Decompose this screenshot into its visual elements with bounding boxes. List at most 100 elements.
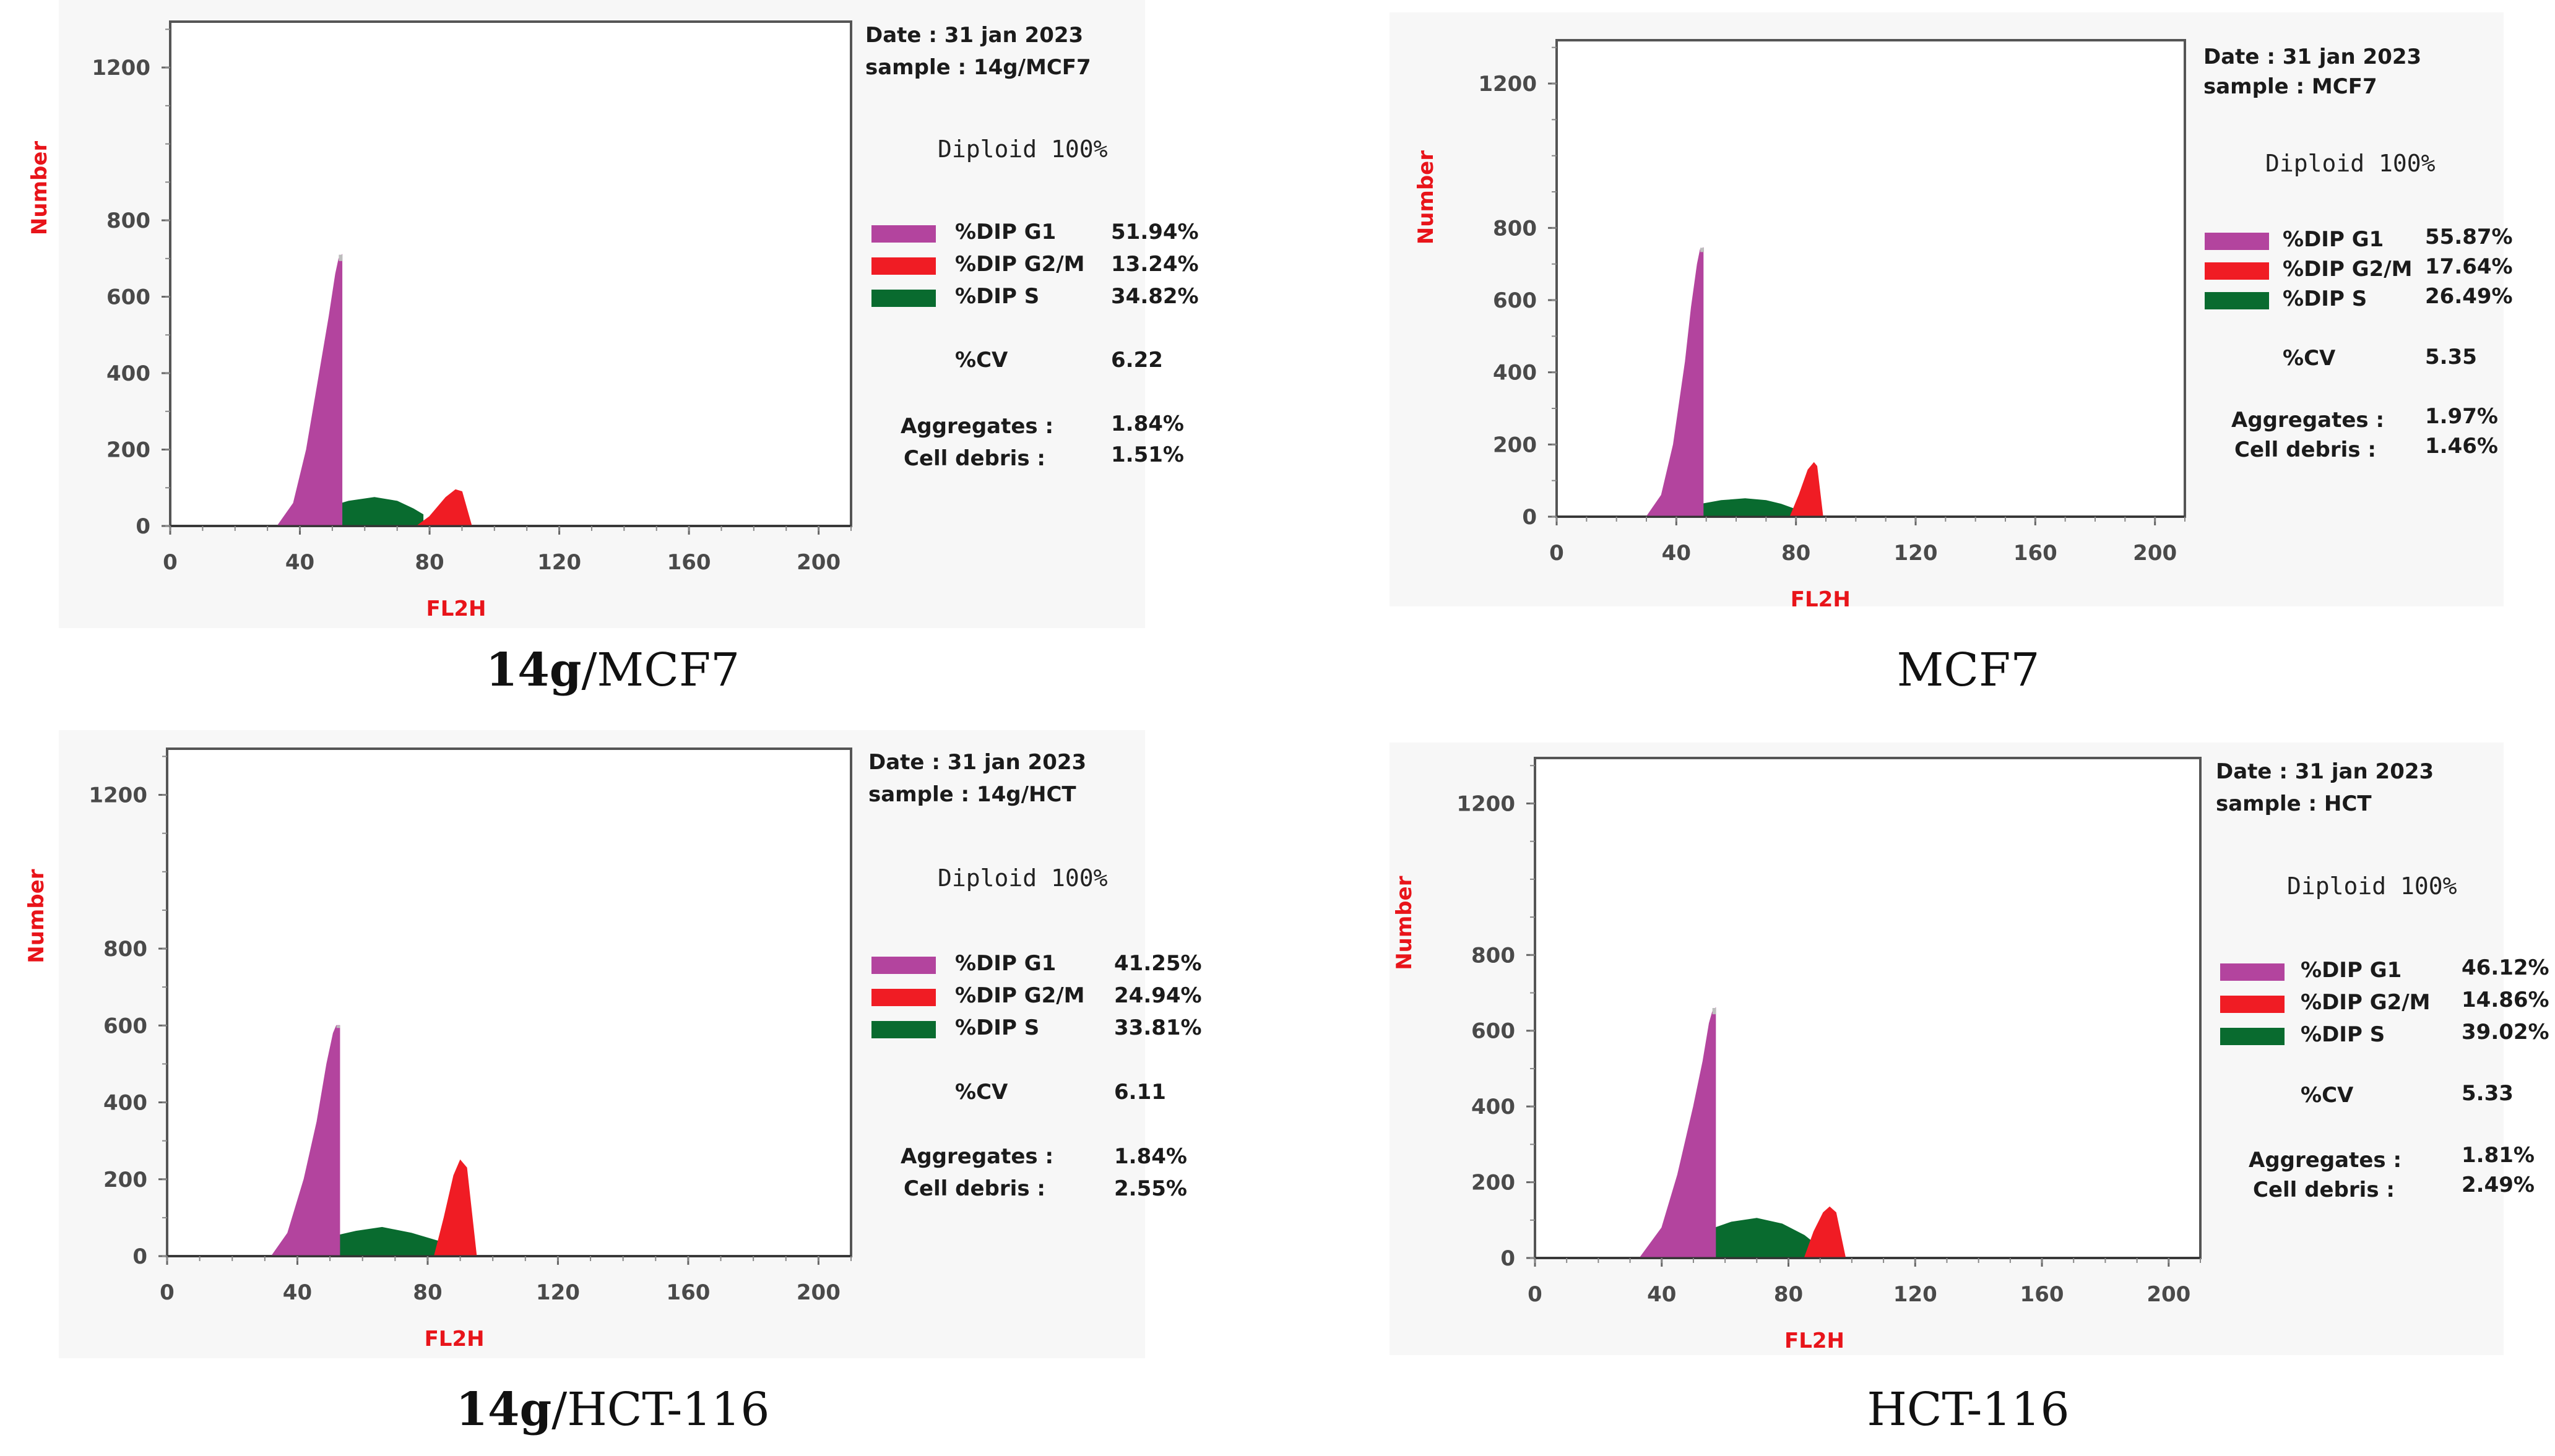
cv-label: %CV [955,1080,1008,1105]
x-tick-label: 40 [283,1280,312,1305]
legend-value-g2m: 14.86% [2462,988,2549,1012]
x-tick-label: 80 [1781,541,1810,566]
legend-value-g1: 41.25% [1114,951,1202,976]
g1-peak-tip [1700,248,1704,252]
series-area-g1 [1646,247,1704,517]
y-tick-label: 200 [103,1168,147,1192]
diploid-text: Diploid 100% [938,864,1108,892]
y-tick-label: 1200 [92,56,150,80]
aggregates-value: 1.84% [1111,411,1184,436]
debris-value: 2.55% [1114,1176,1187,1201]
legend-swatch-g1 [871,225,936,243]
y-tick-label: 1200 [89,783,147,808]
x-tick-label: 80 [1774,1282,1803,1307]
x-tick-label: 80 [415,550,444,575]
x-tick-label: 0 [160,1280,175,1305]
y-tick-label: 0 [1522,505,1537,530]
plot-frame [169,20,852,527]
legend-swatch-g1 [2205,233,2269,250]
diploid-text: Diploid 100% [938,136,1108,163]
x-tick-label: 120 [536,1280,580,1305]
sample-text: sample : 14g/MCF7 [865,55,1091,80]
series-area-g1 [270,1025,340,1257]
legend-value-s: 26.49% [2425,284,2513,309]
series-area-g1 [1638,1007,1716,1259]
debris-label: Cell debris : [904,1176,1045,1201]
legend-value-g2m: 13.24% [1111,252,1199,277]
y-tick-label: 200 [1471,1171,1515,1195]
aggregates-label: Aggregates : [901,1144,1054,1169]
x-axis-label: FL2H [425,1327,485,1351]
y-tick-label: 1200 [1456,791,1515,816]
legend-swatch-g2m [871,257,936,275]
cv-value: 5.35 [2425,345,2477,369]
y-tick-label: 400 [106,361,150,386]
date-text: Date : 31 jan 2023 [2203,45,2422,69]
x-tick-label: 80 [413,1280,442,1305]
y-tick-label: 1200 [1478,72,1537,97]
y-axis-label: Number [1414,150,1438,244]
legend-value-g2m: 24.94% [1114,983,1202,1008]
y-tick-label: 200 [106,438,150,463]
y-tick-label: 600 [106,285,150,310]
legend-swatch-g2m [2205,262,2269,280]
x-axis-label: FL2H [1784,1329,1844,1353]
y-tick-label: 600 [1471,1019,1515,1044]
aggregates-label: Aggregates : [2231,408,2385,433]
cv-label: %CV [955,348,1008,373]
diploid-text: Diploid 100% [2265,150,2436,177]
aggregates-value: 1.84% [1114,1144,1187,1169]
legend-label-g2m: %DIP G2/M [955,983,1085,1008]
caption-rest: MCF7 [1896,644,2040,697]
cv-value: 5.33 [2462,1081,2514,1106]
x-tick-label: 120 [537,550,581,575]
plot-frame [166,747,852,1257]
caption-rest: /MCF7 [581,644,740,697]
date-text: Date : 31 jan 2023 [868,750,1087,775]
caption-panel-3: 14g/HCT-116 [456,1383,770,1436]
y-tick-label: 600 [103,1014,147,1038]
g1-peak-tip [1712,1008,1716,1015]
x-tick-label: 0 [163,550,178,575]
y-tick-label: 800 [103,937,147,962]
aggregates-label: Aggregates : [2249,1148,2402,1173]
y-tick-label: 0 [136,514,150,539]
series-area-g1 [276,254,343,527]
legend-label-s: %DIP S [955,284,1040,309]
x-tick-label: 0 [1528,1282,1542,1307]
y-tick-label: 400 [1493,361,1537,386]
y-tick-label: 800 [106,209,150,233]
legend-swatch-g2m [2220,996,2285,1013]
caption-rest: HCT-116 [1867,1383,2070,1436]
x-tick-label: 40 [1662,541,1691,566]
x-axis-label: FL2H [1791,587,1851,612]
legend-label-g1: %DIP G1 [955,951,1057,976]
plot-frame [1534,757,2202,1259]
legend-value-s: 39.02% [2462,1020,2549,1045]
legend-swatch-s [2220,1028,2285,1045]
cv-value: 6.11 [1114,1080,1166,1105]
debris-value: 1.51% [1111,442,1184,467]
x-tick-label: 160 [2020,1282,2064,1307]
legend-label-g2m: %DIP G2/M [2283,257,2413,282]
debris-label: Cell debris : [904,446,1045,471]
x-tick-label: 160 [667,550,711,575]
caption-bold: 14g [456,1383,552,1436]
sample-text: sample : MCF7 [2203,74,2377,99]
debris-label: Cell debris : [2253,1178,2395,1202]
x-tick-label: 40 [1647,1282,1676,1307]
caption-panel-1: 14g/MCF7 [486,644,740,697]
y-tick-label: 800 [1493,216,1537,241]
legend-label-g1: %DIP G1 [2283,227,2384,252]
debris-value: 2.49% [2462,1173,2535,1197]
legend-swatch-g1 [871,957,936,974]
x-tick-label: 200 [797,550,841,575]
x-axis-label: FL2H [426,597,486,621]
cv-label: %CV [2301,1083,2354,1108]
y-axis-label: Number [1392,876,1417,970]
cv-label: %CV [2283,346,2336,371]
plot-frame [1555,39,2186,518]
legend-label-g1: %DIP G1 [2301,958,2402,983]
